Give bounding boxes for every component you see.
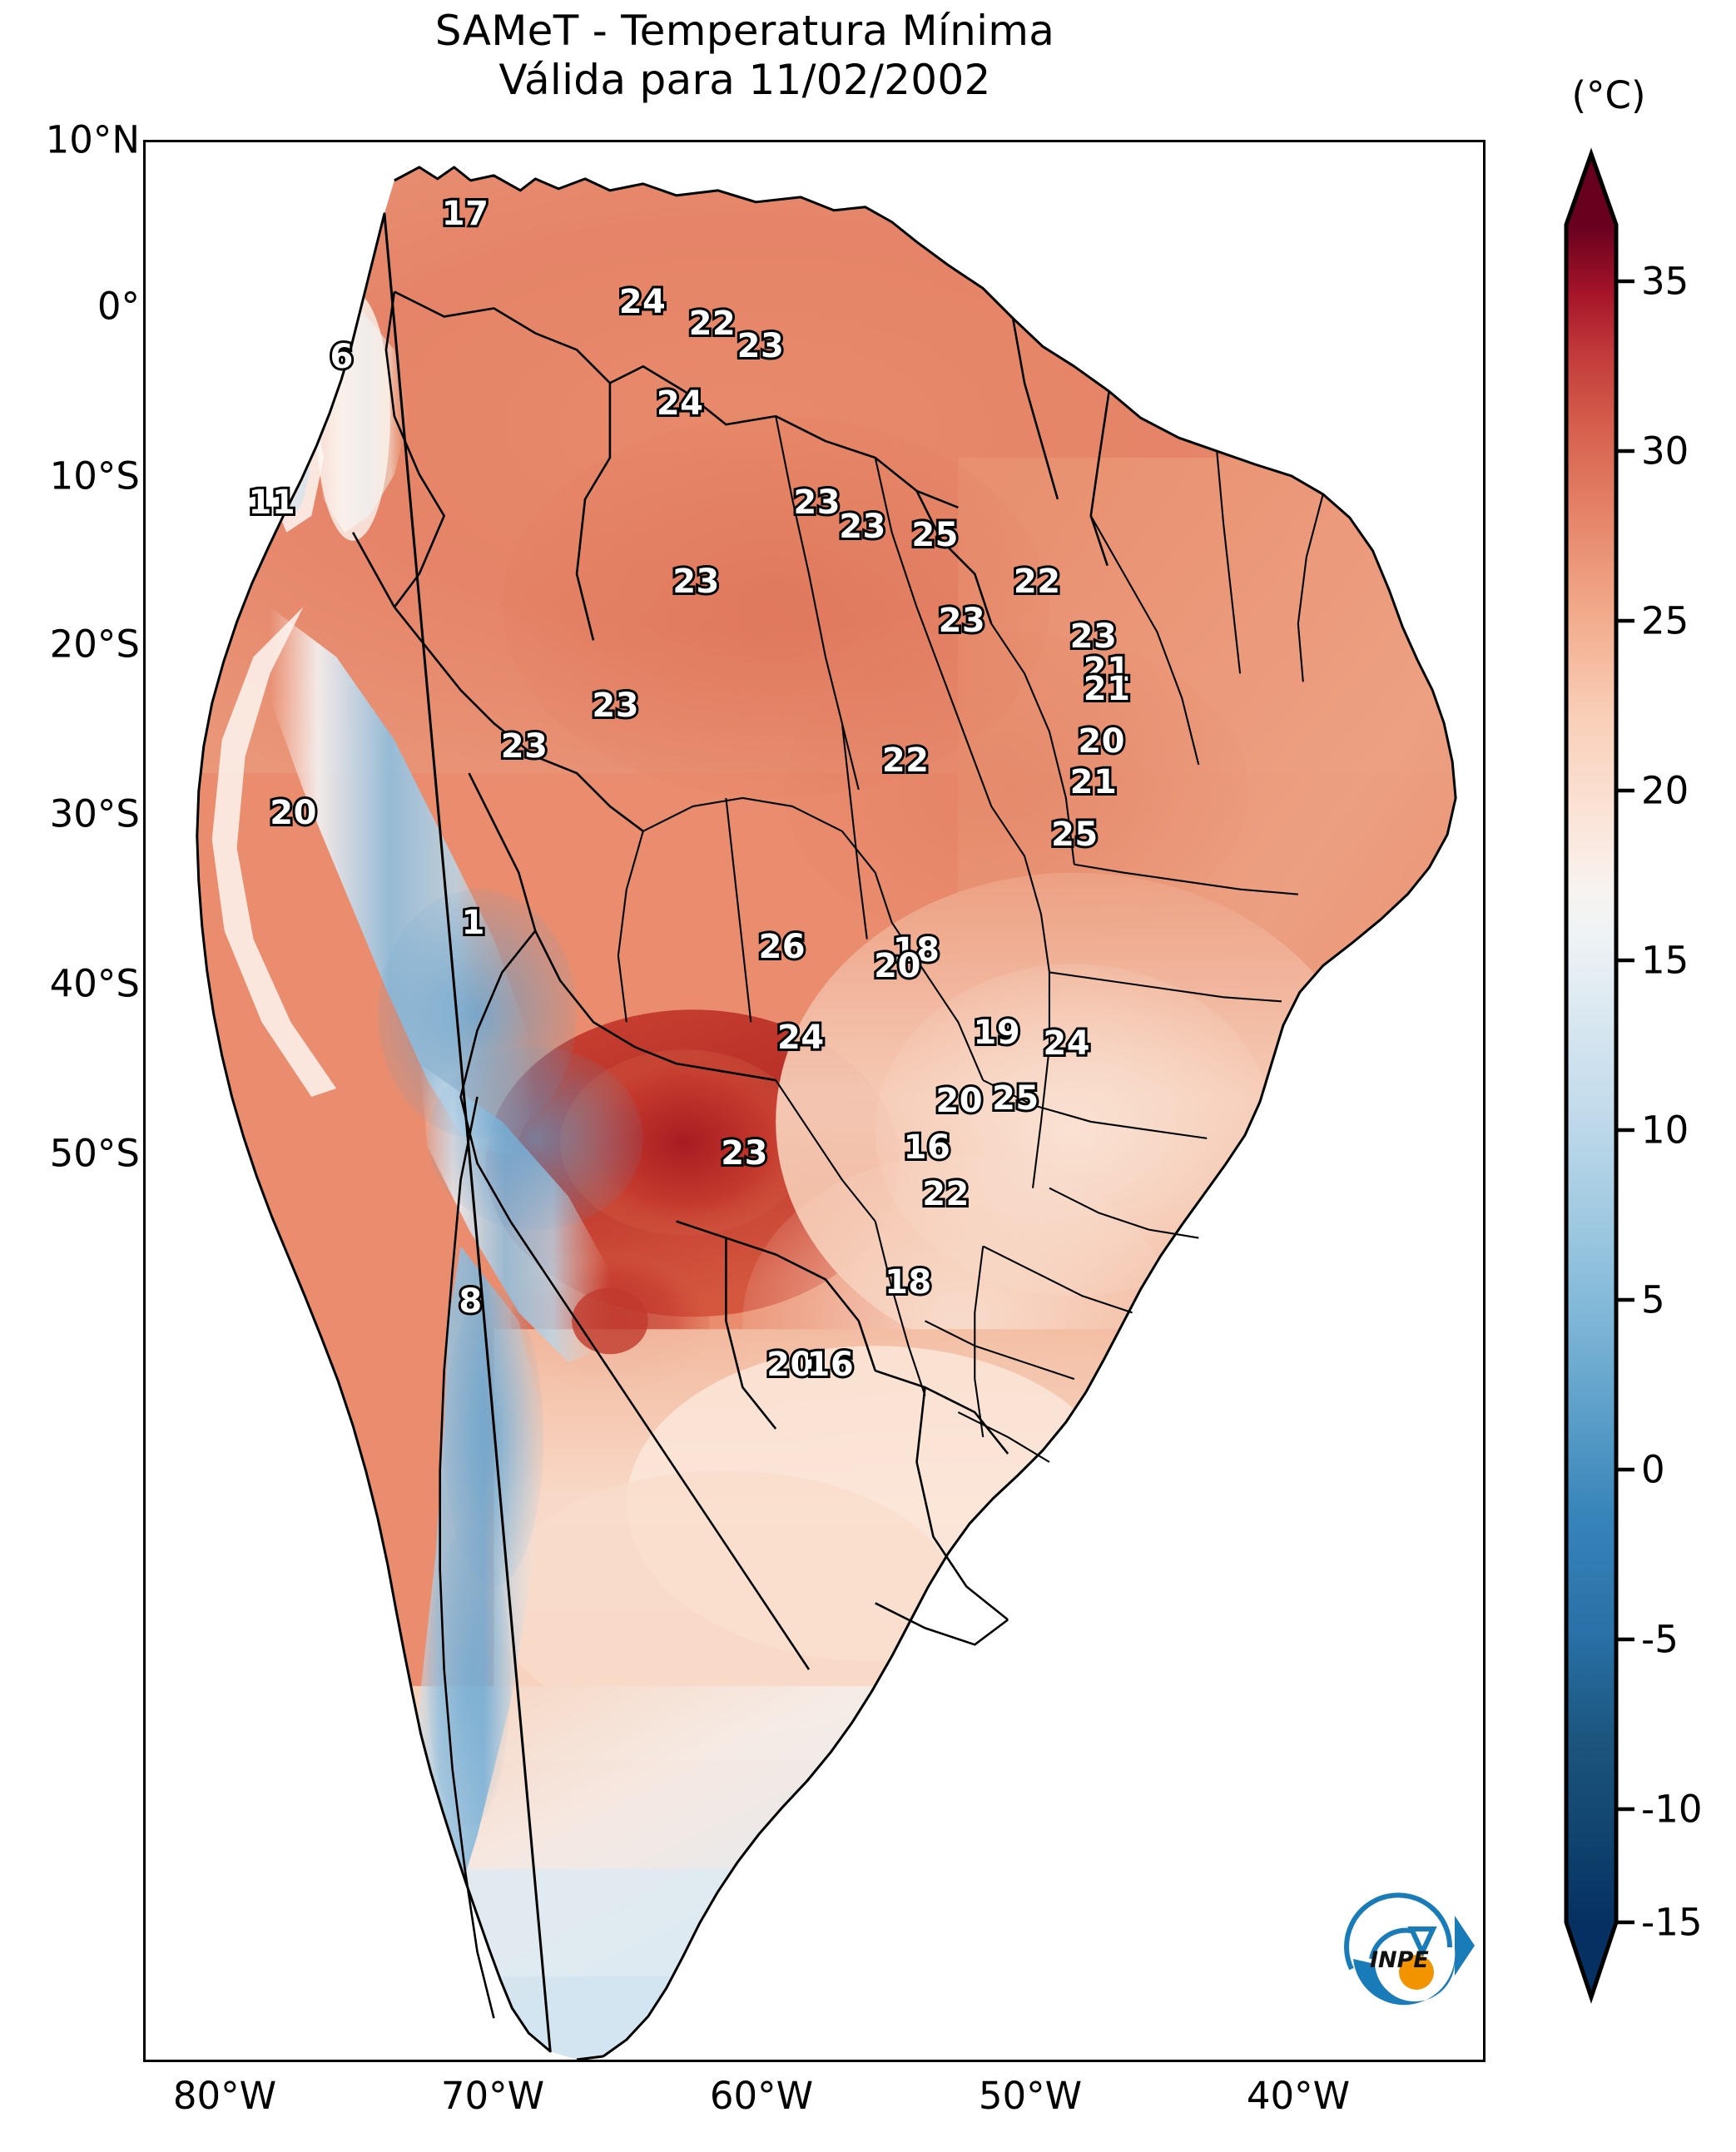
- state-borders: [617, 415, 1324, 1463]
- station-label: 25: [990, 1077, 1041, 1120]
- colorbar-tick-7: 0: [1641, 1447, 1665, 1492]
- xtick-4: 40°W: [1246, 2074, 1351, 2118]
- station-label: 21: [1081, 648, 1133, 692]
- station-label: 18: [890, 929, 942, 972]
- station-label: 18: [882, 1261, 934, 1304]
- colorbar-tick-6: 5: [1641, 1277, 1665, 1322]
- colorbar-tick-2: 25: [1641, 598, 1689, 643]
- colorbar-tick-8: -5: [1641, 1617, 1679, 1662]
- colorbar-tick-9: -10: [1641, 1787, 1703, 1832]
- station-label: 26: [756, 925, 807, 969]
- inpe-logo-mark: INPE: [1344, 1892, 1475, 2006]
- station-label: 22: [1011, 560, 1063, 603]
- station-label: 16: [805, 1343, 856, 1386]
- map-axes: [143, 140, 1486, 2062]
- ytick-5: 40°S: [49, 961, 140, 1006]
- colorbar-tick-4: 15: [1641, 938, 1689, 983]
- station-label: 6: [328, 335, 356, 379]
- title-line-2: Válida para 11/02/2002: [498, 56, 991, 104]
- inpe-logo-text: INPE: [1370, 1947, 1429, 1973]
- station-label: 21: [1081, 667, 1133, 711]
- colorbar-unit-label: (°C): [1571, 73, 1646, 117]
- station-label: 23: [718, 1132, 770, 1175]
- xtick-0: 80°W: [172, 2074, 277, 2118]
- station-label: 24: [775, 1016, 826, 1059]
- station-label: 24: [654, 382, 706, 425]
- station-label: 23: [936, 599, 988, 642]
- ytick-1: 0°: [97, 284, 140, 329]
- station-label: 21: [1068, 761, 1119, 804]
- station-label: 11: [246, 481, 298, 524]
- title-line-1: SAMeT - Temperatura Mínima: [434, 7, 1055, 55]
- station-label: 16: [901, 1126, 953, 1169]
- colorbar-tick-10: -15: [1641, 1900, 1703, 1945]
- station-label: 23: [670, 560, 722, 603]
- ytick-2: 10°S: [49, 454, 140, 498]
- station-label: 22: [920, 1173, 971, 1216]
- coastline: [196, 166, 1457, 2060]
- station-label: 20: [871, 945, 923, 988]
- inpe-logo: INPE: [1328, 1879, 1478, 2029]
- station-label: 24: [1040, 1022, 1092, 1065]
- colorbar-tick-1: 30: [1641, 429, 1689, 474]
- xtick-1: 70°W: [440, 2074, 545, 2118]
- station-label: 22: [880, 739, 931, 782]
- station-label: 23: [791, 481, 842, 524]
- xtick-2: 60°W: [709, 2074, 814, 2118]
- ytick-4: 30°S: [49, 791, 140, 836]
- station-label: 8: [456, 1280, 484, 1323]
- colorbar-tick-5: 10: [1641, 1108, 1689, 1153]
- station-label: 1: [459, 901, 488, 945]
- ytick-0: 10°N: [45, 117, 140, 162]
- station-label: 23: [836, 505, 888, 548]
- colorbar: (°C): [1541, 73, 1736, 2072]
- figure-title: SAMeT - Temperatura Mínima Válida para 1…: [0, 7, 1490, 105]
- station-label: 25: [909, 513, 960, 557]
- station-label: 22: [687, 302, 738, 345]
- temperature-field: [146, 142, 1483, 2060]
- station-label: 20: [1075, 720, 1127, 763]
- country-borders: [351, 290, 1110, 2019]
- station-label: 23: [498, 725, 550, 768]
- station-label: 23: [735, 325, 786, 368]
- station-label: 25: [1049, 813, 1100, 856]
- station-label: 20: [267, 791, 319, 835]
- station-label: 24: [617, 280, 668, 324]
- ytick-6: 50°S: [49, 1131, 140, 1176]
- station-label: 23: [1068, 615, 1119, 658]
- station-label: 23: [589, 684, 641, 727]
- colorbar-tick-0: 35: [1641, 259, 1689, 304]
- station-label: 20: [933, 1079, 985, 1123]
- station-label: 19: [971, 1011, 1023, 1054]
- station-label: 20: [764, 1343, 816, 1386]
- xtick-3: 50°W: [978, 2074, 1083, 2118]
- station-label: 17: [439, 192, 491, 236]
- colorbar-tick-3: 20: [1641, 768, 1689, 813]
- temperature-raster: [196, 166, 1457, 2060]
- ytick-3: 20°S: [49, 622, 140, 667]
- colorbar-gradient: [1564, 147, 1634, 2004]
